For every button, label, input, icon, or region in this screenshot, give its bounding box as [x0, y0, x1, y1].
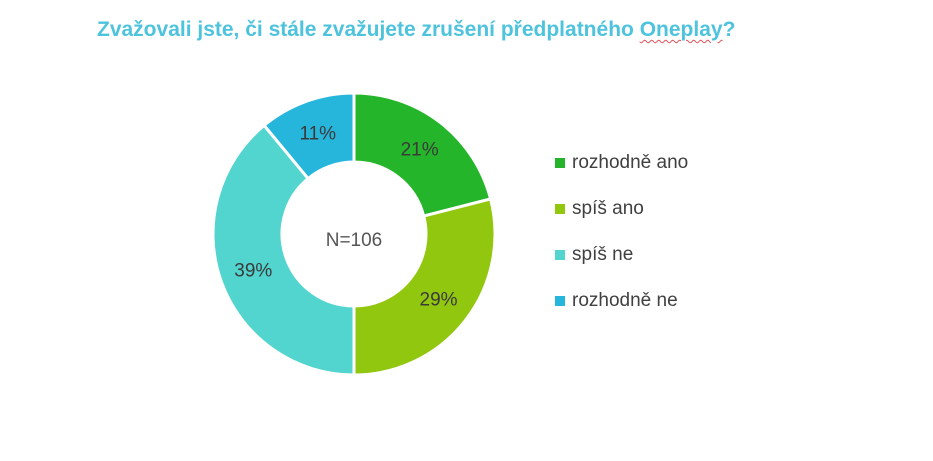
donut-labels: 21% 29% 39% 11% [234, 123, 457, 310]
legend: rozhodně ano spíš ano spíš ne rozhodně ne [555, 140, 688, 324]
donut-slices [211, 91, 497, 377]
legend-swatch [555, 158, 565, 168]
legend-label: spíš ne [572, 244, 634, 265]
chart-title-text: Zvažovali jste, či stále zvažujete zruše… [97, 18, 640, 41]
slice-spíš-ne [211, 123, 356, 377]
legend-swatch [555, 250, 565, 260]
slice-spíš-ano [352, 197, 497, 377]
legend-label: rozhodně ne [572, 290, 678, 311]
legend-swatch [555, 204, 565, 214]
data-label: 21% [401, 139, 439, 160]
chart-title-brand: Oneplay [639, 18, 723, 41]
data-label: 11% [299, 123, 336, 144]
center-label: N=106 [326, 230, 383, 251]
legend-swatch [555, 296, 565, 306]
chart-title-suffix: ? [722, 18, 736, 41]
legend-item: spíš ano [555, 186, 688, 232]
legend-item: spíš ne [555, 232, 688, 278]
legend-label: rozhodně ano [572, 152, 689, 173]
data-label: 39% [234, 260, 272, 281]
slice-rozhodně-ano [352, 91, 493, 218]
slice-rozhodně-ne [262, 91, 356, 181]
data-label: 29% [420, 290, 458, 311]
legend-item: rozhodně ne [555, 278, 688, 324]
legend-label: spíš ano [572, 198, 644, 219]
chart-title: Zvažovali jste, či stále zvažujete zruše… [97, 18, 735, 42]
legend-item: rozhodně ano [555, 140, 688, 186]
